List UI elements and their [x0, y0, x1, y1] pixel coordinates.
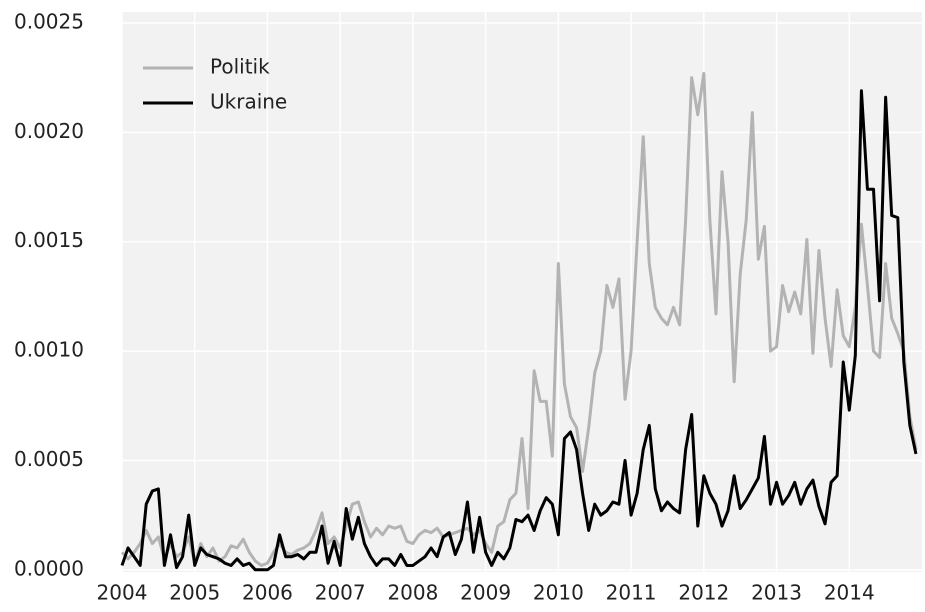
x-tick-label: 2010: [533, 581, 584, 605]
legend-label: Ukraine: [210, 90, 287, 114]
x-tick-label: 2007: [315, 581, 366, 605]
y-tick-label: 0.0010: [14, 338, 84, 362]
plot-area: [122, 12, 922, 572]
x-tick-label: 2009: [460, 581, 511, 605]
x-tick-label: 2008: [387, 581, 438, 605]
legend-label: Politik: [210, 55, 270, 79]
x-tick-label: 2005: [169, 581, 220, 605]
y-tick-label: 0.0020: [14, 119, 84, 143]
x-tick-label: 2006: [242, 581, 293, 605]
y-tick-label: 0.0025: [14, 9, 84, 33]
x-tick-label: 2012: [678, 581, 729, 605]
x-tick-label: 2011: [606, 581, 657, 605]
series-line: [120, 71, 918, 567]
x-tick-label: 2004: [97, 581, 148, 605]
series-line: [120, 89, 918, 572]
y-tick-label: 0.0015: [14, 228, 84, 252]
x-tick-label: 2013: [751, 581, 802, 605]
y-tick-label: 0.0005: [14, 447, 84, 471]
y-tick-label: 0.0000: [14, 556, 84, 580]
x-tick-label: 2014: [824, 581, 875, 605]
